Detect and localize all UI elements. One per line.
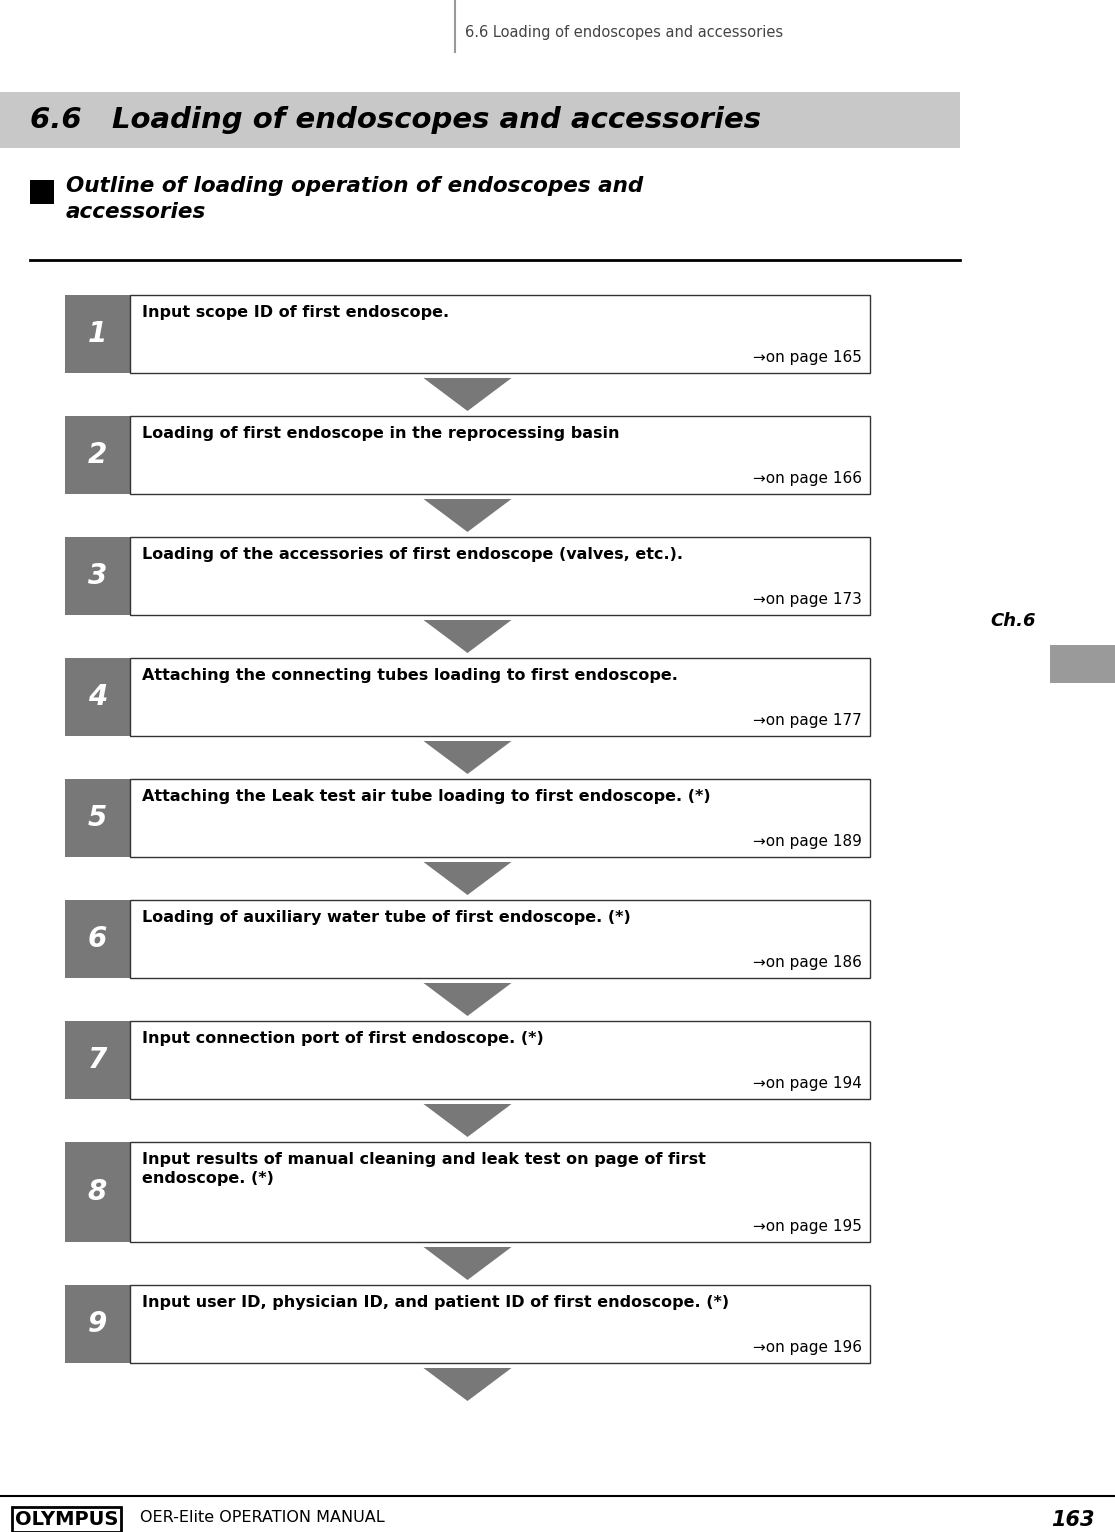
Text: 4: 4 [88, 683, 107, 711]
Bar [65, 1020, 130, 1098]
Bar [65, 1141, 130, 1242]
Text: 8: 8 [88, 1178, 107, 1206]
Bar [130, 296, 870, 372]
Text: Outline of loading operation of endoscopes and
accessories: Outline of loading operation of endoscop… [66, 176, 643, 222]
Polygon shape [424, 741, 512, 774]
Text: →on page 173: →on page 173 [753, 591, 862, 607]
Polygon shape [424, 984, 512, 1016]
Text: OLYMPUS: OLYMPUS [14, 1511, 118, 1529]
Bar [65, 659, 130, 735]
Polygon shape [424, 378, 512, 411]
Text: 5: 5 [88, 804, 107, 832]
Bar [130, 778, 870, 856]
Text: Loading of the accessories of first endoscope (valves, etc.).: Loading of the accessories of first endo… [142, 547, 683, 562]
Bar [30, 179, 54, 204]
Bar [130, 899, 870, 977]
Text: Input connection port of first endoscope. (*): Input connection port of first endoscope… [142, 1031, 544, 1046]
Text: →on page 186: →on page 186 [753, 954, 862, 970]
Text: →on page 189: →on page 189 [753, 833, 862, 849]
Text: 6.6   Loading of endoscopes and accessories: 6.6 Loading of endoscopes and accessorie… [30, 106, 762, 133]
Text: 7: 7 [88, 1046, 107, 1074]
Polygon shape [424, 1247, 512, 1281]
Bar [130, 1141, 870, 1242]
Bar [1050, 645, 1115, 683]
Text: 9: 9 [88, 1310, 107, 1337]
Text: Ch.6: Ch.6 [990, 611, 1036, 630]
Text: →on page 194: →on page 194 [753, 1075, 862, 1091]
Text: 1: 1 [88, 320, 107, 348]
Text: 3: 3 [88, 562, 107, 590]
Bar [130, 659, 870, 735]
Text: →on page 165: →on page 165 [753, 349, 862, 365]
Bar [65, 538, 130, 614]
Bar [65, 296, 130, 372]
Bar [130, 1285, 870, 1363]
Text: Input results of manual cleaning and leak test on page of first
endoscope. (*): Input results of manual cleaning and lea… [142, 1152, 706, 1186]
Text: OER-Elite OPERATION MANUAL: OER-Elite OPERATION MANUAL [140, 1511, 385, 1524]
Bar [130, 538, 870, 614]
Text: Attaching the Leak test air tube loading to first endoscope. (*): Attaching the Leak test air tube loading… [142, 789, 710, 804]
Bar [65, 778, 130, 856]
Polygon shape [424, 1105, 512, 1137]
Bar [65, 1285, 130, 1363]
Text: →on page 166: →on page 166 [753, 470, 862, 486]
Text: →on page 195: →on page 195 [753, 1219, 862, 1233]
Text: →on page 196: →on page 196 [753, 1340, 862, 1354]
Polygon shape [424, 1368, 512, 1400]
Text: →on page 177: →on page 177 [754, 712, 862, 728]
Text: Loading of first endoscope in the reprocessing basin: Loading of first endoscope in the reproc… [142, 426, 620, 441]
Bar [130, 417, 870, 493]
Text: Loading of auxiliary water tube of first endoscope. (*): Loading of auxiliary water tube of first… [142, 910, 631, 925]
Text: Attaching the connecting tubes loading to first endoscope.: Attaching the connecting tubes loading t… [142, 668, 678, 683]
Bar [65, 899, 130, 977]
Text: Input user ID, physician ID, and patient ID of first endoscope. (*): Input user ID, physician ID, and patient… [142, 1295, 729, 1310]
Polygon shape [424, 863, 512, 895]
Text: 2: 2 [88, 441, 107, 469]
Bar [65, 417, 130, 493]
Bar [0, 92, 960, 149]
Text: Input scope ID of first endoscope.: Input scope ID of first endoscope. [142, 305, 449, 320]
Text: 163: 163 [1051, 1511, 1095, 1530]
Bar [130, 1020, 870, 1098]
Text: 6.6 Loading of endoscopes and accessories: 6.6 Loading of endoscopes and accessorie… [465, 25, 783, 40]
Polygon shape [424, 620, 512, 653]
Polygon shape [424, 499, 512, 532]
Text: 6: 6 [88, 925, 107, 953]
